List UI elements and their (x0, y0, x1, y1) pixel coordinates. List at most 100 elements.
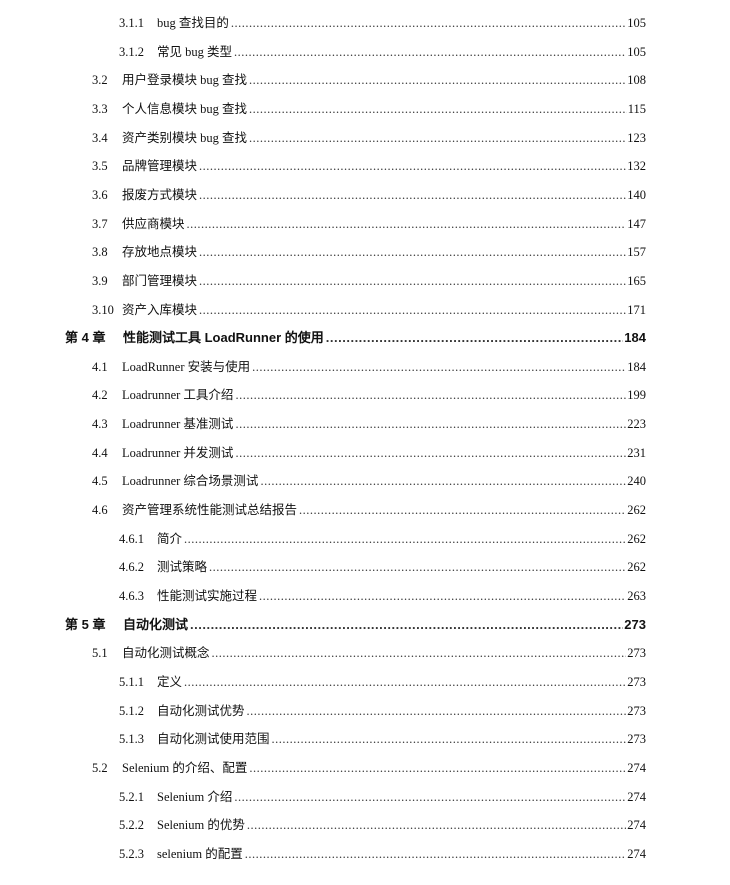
toc-entry[interactable]: 4.6.1 简介 262 (0, 528, 730, 549)
entry-page: 147 (627, 216, 646, 231)
dot-leader (235, 443, 626, 463)
toc-entry[interactable]: 5.1.3 自动化测试使用范围 273 (0, 729, 730, 750)
entry-title: 资产类别模块 bug 查找 (122, 127, 250, 148)
dot-leader (209, 557, 626, 577)
dot-leader (212, 643, 627, 663)
toc-entry[interactable]: 3.10 资产入库模块 171 (0, 299, 730, 320)
dot-leader (249, 99, 627, 119)
entry-page: 273 (627, 674, 646, 689)
toc-entry[interactable]: 3.4 资产类别模块 bug 查找 123 (0, 127, 730, 148)
dot-leader (199, 156, 626, 176)
entry-page: 223 (627, 417, 646, 432)
dot-leader (299, 500, 626, 520)
toc-entry[interactable]: 5.1.2 自动化测试优势 273 (0, 700, 730, 721)
entry-number: 3.2 (92, 73, 108, 88)
dot-leader (199, 271, 626, 291)
toc-entry[interactable]: 5.2.3 selenium 的配置 274 (0, 843, 730, 864)
entry-page: 123 (627, 130, 646, 145)
toc-entry[interactable]: 4.6 资产管理系统性能测试总结报告 262 (0, 500, 730, 521)
entry-title: 个人信息模块 bug 查找 (122, 98, 250, 119)
toc-entry[interactable]: 3.5 品牌管理模块 132 (0, 156, 730, 177)
dot-leader (249, 128, 626, 148)
entry-number: 3.3 (92, 101, 108, 116)
dot-leader (252, 357, 626, 377)
toc-entry[interactable]: 4.5 Loadrunner 综合场景测试 240 (0, 471, 730, 492)
entry-number: 4.6.3 (119, 589, 144, 603)
entry-title: selenium 的配置 (157, 843, 245, 864)
entry-page: 132 (627, 159, 646, 174)
entry-number: 4.6.1 (119, 531, 144, 546)
entry-number: 5.1.2 (119, 703, 144, 718)
entry-title: 供应商模块 (122, 213, 187, 234)
toc-entry[interactable]: 5.2.2 Selenium 的优势 274 (0, 815, 730, 836)
toc-entry[interactable]: 3.3 个人信息模块 bug 查找 115 (0, 98, 730, 119)
toc-entry[interactable]: 3.1.1 bug 查找目的 105 (0, 13, 730, 33)
entry-page: 184 (627, 359, 646, 374)
entry-title: 性能测试实施过程 (157, 586, 260, 606)
entry-number: 4.5 (92, 474, 108, 489)
toc-entry[interactable]: 4.2 Loadrunner 工具介绍 199 (0, 385, 730, 406)
toc-entry[interactable]: 5.2.1 Selenium 介绍 274 (0, 786, 730, 807)
entry-title: Loadrunner 并发测试 (122, 442, 236, 463)
entry-title: 定义 (157, 671, 185, 692)
entry-title: Selenium 的优势 (157, 815, 247, 836)
entry-page: 273 (624, 616, 646, 632)
entry-page: 274 (627, 818, 646, 833)
toc-entry[interactable]: 5.1.1 定义 273 (0, 671, 730, 692)
entry-page: 274 (627, 760, 646, 775)
entry-page: 140 (627, 187, 646, 202)
entry-number: 第 4 章 (65, 330, 106, 346)
toc-entry[interactable]: 3.9 部门管理模块 165 (0, 270, 730, 291)
entry-page: 105 (627, 44, 646, 59)
entry-page: 262 (627, 503, 646, 518)
dot-leader (231, 13, 626, 33)
toc-entry[interactable]: 4.3 Loadrunner 基准测试 223 (0, 414, 730, 435)
toc-entry[interactable]: 3.8 存放地点模块 157 (0, 242, 730, 263)
dot-leader (235, 414, 626, 434)
entry-number: 3.7 (92, 216, 108, 231)
toc-entry[interactable]: 3.1.2 常见 bug 类型 105 (0, 41, 730, 62)
entry-title: LoadRunner 安装与使用 (122, 356, 253, 377)
entry-title: Loadrunner 综合场景测试 (122, 471, 261, 492)
entry-title: 资产入库模块 (122, 299, 200, 320)
dot-leader (184, 672, 626, 692)
entry-title: 资产管理系统性能测试总结报告 (122, 500, 300, 521)
entry-title: 自动化测试优势 (157, 700, 247, 721)
dot-leader (187, 214, 627, 234)
toc-entry[interactable]: 第 4 章 性能测试工具 LoadRunner 的使用 184 (0, 328, 730, 349)
entry-title: Selenium 介绍 (157, 786, 235, 807)
entry-number: 5.2.1 (119, 789, 144, 804)
entry-page: 115 (627, 101, 646, 116)
dot-leader (235, 385, 626, 405)
toc-entry[interactable]: 4.6.3 性能测试实施过程 263 (0, 586, 730, 606)
toc-entry[interactable]: 5.2 Selenium 的介绍、配置 274 (0, 757, 730, 778)
entry-number: 4.2 (92, 388, 108, 403)
entry-title: 简介 (157, 528, 185, 549)
entry-title: 测试策略 (157, 557, 210, 578)
entry-title: 常见 bug 类型 (157, 41, 235, 62)
toc-entry[interactable]: 3.7 供应商模块 147 (0, 213, 730, 234)
entry-title: 自动化测试概念 (122, 643, 212, 664)
entry-number: 第 5 章 (65, 616, 106, 632)
entry-number: 5.2.2 (119, 818, 144, 833)
toc-entry[interactable]: 4.4 Loadrunner 并发测试 231 (0, 442, 730, 463)
entry-page: 108 (627, 73, 646, 88)
dot-leader (199, 300, 626, 320)
toc-entry[interactable]: 4.1 LoadRunner 安装与使用 184 (0, 356, 730, 377)
dot-leader (259, 586, 626, 606)
entry-page: 274 (627, 789, 646, 804)
entry-page: 273 (627, 703, 646, 718)
dot-leader (245, 844, 626, 864)
dot-leader (272, 729, 627, 749)
toc-entry[interactable]: 5.1 自动化测试概念 273 (0, 643, 730, 664)
dot-leader (184, 529, 626, 549)
toc-entry[interactable]: 4.6.2 测试策略 262 (0, 557, 730, 578)
toc-entry[interactable]: 3.2 用户登录模块 bug 查找 108 (0, 70, 730, 91)
entry-page: 199 (627, 388, 646, 403)
toc-entry[interactable]: 第 5 章 自动化测试 273 (0, 614, 730, 635)
entry-number: 4.4 (92, 445, 108, 460)
toc-entry[interactable]: 3.6 报废方式模块 140 (0, 184, 730, 205)
entry-number: 3.8 (92, 245, 108, 260)
entry-page: 273 (627, 646, 646, 661)
dot-leader (249, 758, 626, 778)
